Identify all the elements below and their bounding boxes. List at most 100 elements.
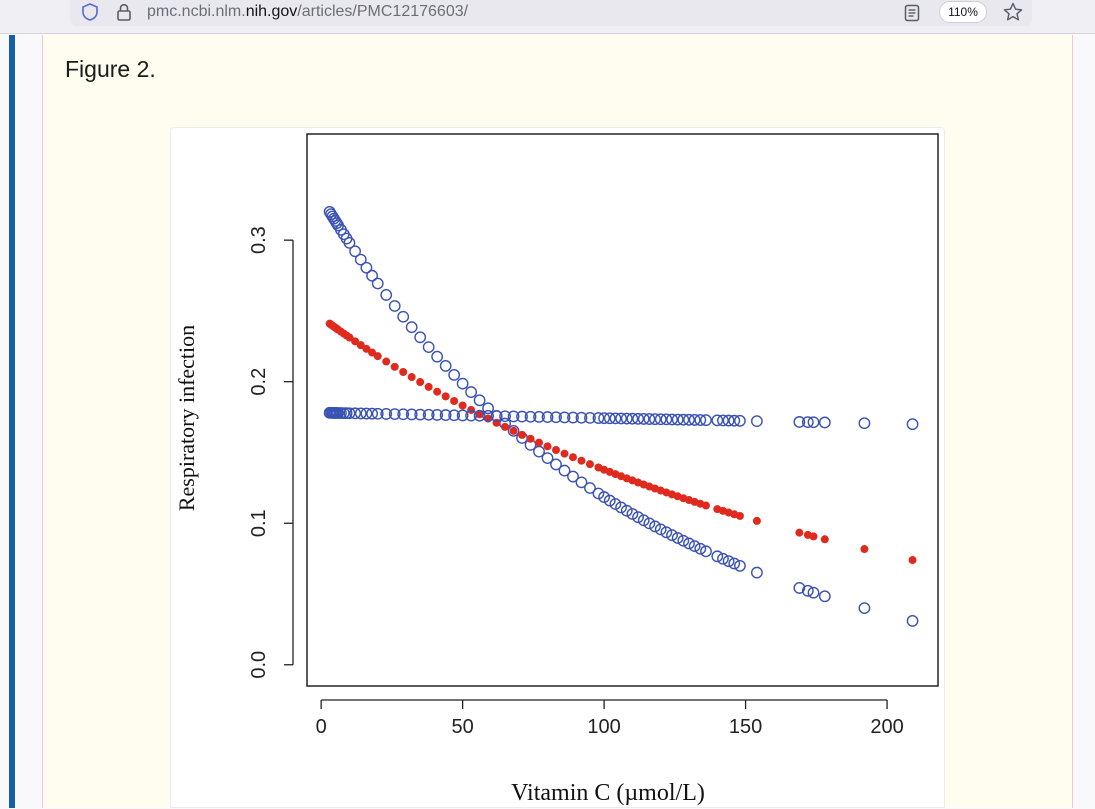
blue-data-point — [688, 414, 701, 426]
red-data-point — [560, 449, 569, 458]
blue-data-point — [858, 417, 871, 430]
url-text[interactable]: pmc.ncbi.nlm.nih.gov/articles/PMC1217660… — [147, 3, 468, 21]
blue-data-point — [688, 540, 701, 553]
blue-data-point — [598, 491, 611, 503]
blue-data-point — [558, 411, 571, 424]
blue-data-point — [626, 412, 639, 425]
blue-data-point — [632, 511, 644, 524]
blue-data-point — [637, 413, 650, 425]
red-data-point — [518, 430, 527, 439]
blue-data-point — [711, 414, 724, 427]
y-tick-label: 0.2 — [248, 368, 270, 396]
red-data-point — [416, 378, 425, 387]
red-data-point — [535, 438, 544, 447]
red-data-point — [368, 348, 377, 357]
red-data-point — [795, 528, 804, 537]
blue-data-point — [751, 566, 763, 579]
red-data-point — [735, 511, 744, 520]
red-data-point — [399, 367, 408, 376]
blue-data-point — [397, 408, 410, 421]
x-tick-label: 50 — [452, 716, 474, 738]
figure-image[interactable]: 0 50 100 150 200 0.0 0.1 0.2 0.3 Vitamin C (µmol… — [170, 127, 945, 808]
blue-data-point — [654, 523, 667, 536]
blue-data-point — [666, 413, 678, 426]
reader-view-icon[interactable] — [902, 3, 922, 23]
red-data-point — [860, 545, 869, 554]
blue-data-point — [807, 416, 820, 429]
blue-data-point — [366, 407, 378, 420]
blue-data-point — [722, 555, 735, 568]
address-bar[interactable] — [70, 0, 1032, 26]
blue-data-point — [349, 407, 362, 420]
red-data-point — [407, 373, 416, 382]
x-tick-label: 150 — [729, 716, 762, 738]
blue-data-point — [354, 407, 367, 420]
blue-data-point — [371, 277, 384, 290]
blue-data-point — [584, 411, 596, 424]
blue-data-point — [818, 416, 831, 429]
blue-data-point — [637, 514, 650, 527]
red-data-point — [585, 460, 594, 469]
blue-data-point — [643, 413, 656, 425]
blue-data-point — [598, 412, 611, 425]
blue-data-point — [422, 408, 435, 421]
blue-data-point — [609, 498, 622, 510]
blue-data-point — [431, 350, 444, 363]
blue-data-point — [405, 408, 418, 421]
blue-data-point — [751, 415, 763, 428]
red-data-point — [373, 352, 382, 361]
blue-data-point — [567, 470, 579, 483]
blue-data-point — [516, 410, 528, 423]
y-tick-label: 0.3 — [248, 226, 270, 254]
y-tick-label: 0.0 — [248, 651, 270, 679]
blue-data-point — [550, 458, 562, 471]
blue-data-point — [456, 377, 469, 390]
blue-data-point — [694, 414, 707, 426]
blue-data-point — [456, 409, 469, 422]
blue-data-point — [620, 504, 633, 517]
blue-data-point — [499, 410, 511, 423]
blue-data-point — [906, 614, 919, 627]
blue-data-point — [380, 408, 393, 420]
red-data-point — [701, 501, 710, 510]
lock-icon[interactable] — [114, 2, 134, 22]
blue-data-point — [677, 534, 690, 547]
blue-data-point — [380, 289, 393, 301]
shield-icon[interactable] — [80, 2, 100, 22]
bookmark-star-icon[interactable] — [1002, 1, 1024, 23]
blue-data-point — [728, 414, 741, 427]
blue-data-point — [620, 412, 633, 425]
blue-data-point — [360, 261, 373, 274]
blue-data-point — [465, 386, 478, 398]
blue-data-point — [615, 412, 627, 425]
blue-data-point — [734, 559, 746, 572]
url-path: /articles/PMC12176603/ — [297, 3, 469, 20]
red-data-point — [552, 446, 561, 455]
blue-data-point — [858, 602, 871, 615]
blue-data-point — [717, 414, 729, 427]
blue-data-point — [371, 407, 384, 420]
scatter-chart: 0 50 100 150 200 0.0 0.1 0.2 0.3 Vitamin C (µmol… — [174, 133, 939, 806]
red-data-point — [362, 344, 371, 353]
red-data-point — [577, 456, 586, 465]
blue-data-point — [643, 517, 656, 530]
blue-data-point — [507, 410, 520, 423]
blue-data-point — [677, 413, 690, 426]
blue-data-point — [603, 412, 616, 425]
blue-data-point — [482, 402, 494, 415]
zoom-level-button[interactable]: 110% — [939, 1, 987, 23]
blue-data-point — [717, 552, 729, 565]
red-data-point — [433, 387, 442, 396]
red-data-point — [501, 422, 510, 431]
x-tick-label: 100 — [587, 716, 620, 738]
blue-data-point — [541, 411, 554, 423]
blue-data-point — [405, 321, 418, 334]
blue-data-point — [671, 532, 684, 544]
blue-data-point — [734, 414, 746, 427]
blue-data-point — [422, 341, 435, 354]
blue-data-point — [575, 476, 588, 489]
red-data-point — [382, 357, 391, 366]
url-domain: nih.gov — [245, 3, 298, 20]
plot-frame — [306, 133, 939, 687]
blue-data-point — [448, 409, 461, 422]
